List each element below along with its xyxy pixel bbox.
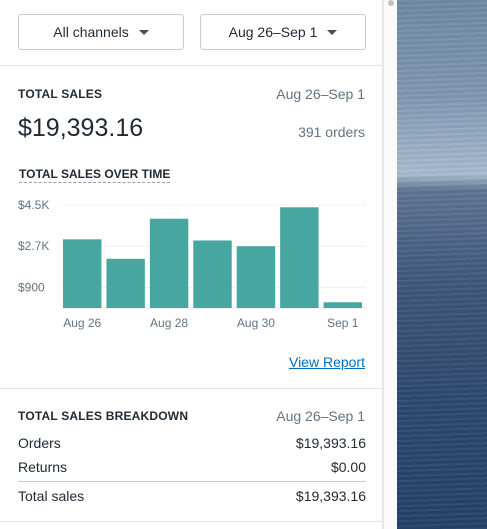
breakdown-label: Total sales bbox=[18, 488, 85, 504]
view-report-link[interactable]: View Report bbox=[288, 354, 365, 370]
x-tick-label: Sep 1 bbox=[327, 316, 359, 330]
y-tick-label: $4.5K bbox=[18, 198, 49, 212]
chart-bar bbox=[323, 302, 362, 308]
filter-bar: All channels Aug 26–Sep 1 bbox=[0, 0, 383, 66]
breakdown-label: Orders bbox=[18, 435, 61, 451]
breakdown-value: $0.00 bbox=[330, 459, 366, 475]
chart-bar bbox=[149, 218, 189, 308]
breakdown-row-returns: Returns $0.00 bbox=[18, 459, 366, 475]
sales-bar-chart: $900 $2.7K $4.5K Aug 26 Aug 28 Aug 30 Sep 1 bbox=[18, 198, 366, 330]
breakdown-label: Returns bbox=[18, 459, 68, 475]
total-sales-range: Aug 26–Sep 1 bbox=[276, 86, 365, 102]
scrollbar[interactable] bbox=[383, 0, 397, 529]
breakdown-row-orders: Orders $19,393.16 bbox=[18, 435, 366, 451]
caret-down-icon bbox=[327, 29, 338, 35]
y-tick-label: $2.7K bbox=[18, 239, 49, 253]
scrollbar-thumb[interactable] bbox=[388, 0, 394, 6]
breakdown-row-total: Total sales $19,393.16 bbox=[18, 488, 366, 504]
background-ocean-image bbox=[397, 0, 487, 529]
orders-count: 391 orders bbox=[298, 124, 365, 140]
breakdown-value: $19,393.16 bbox=[295, 435, 366, 451]
total-sales-title: TOTAL SALES bbox=[18, 87, 103, 101]
section-divider bbox=[0, 388, 383, 389]
channel-dropdown[interactable]: All channels bbox=[18, 14, 184, 50]
breakdown-rule bbox=[18, 481, 366, 482]
chart-bar bbox=[236, 246, 276, 308]
caret-down-icon bbox=[138, 29, 149, 35]
breakdown-title: TOTAL SALES BREAKDOWN bbox=[18, 409, 189, 423]
breakdown-range: Aug 26–Sep 1 bbox=[276, 408, 365, 424]
chart-bar bbox=[106, 258, 145, 308]
chart-bar bbox=[193, 240, 232, 308]
sales-over-time-title[interactable]: TOTAL SALES OVER TIME bbox=[19, 167, 171, 183]
x-tick-label: Aug 30 bbox=[237, 316, 275, 330]
sales-panel: All channels Aug 26–Sep 1 TOTAL SALES Au… bbox=[0, 0, 383, 529]
total-sales-value: $19,393.16 bbox=[18, 114, 144, 142]
section-divider bbox=[0, 521, 383, 522]
y-tick-label: $900 bbox=[18, 280, 45, 294]
chart-bar bbox=[280, 207, 319, 308]
date-range-dropdown-label: Aug 26–Sep 1 bbox=[228, 24, 318, 40]
x-tick-label: Aug 26 bbox=[63, 316, 101, 330]
chart-bar bbox=[63, 239, 102, 308]
date-range-dropdown[interactable]: Aug 26–Sep 1 bbox=[200, 14, 366, 50]
channel-dropdown-label: All channels bbox=[53, 24, 129, 40]
breakdown-value: $19,393.16 bbox=[295, 488, 366, 504]
x-tick-label: Aug 28 bbox=[150, 316, 188, 330]
